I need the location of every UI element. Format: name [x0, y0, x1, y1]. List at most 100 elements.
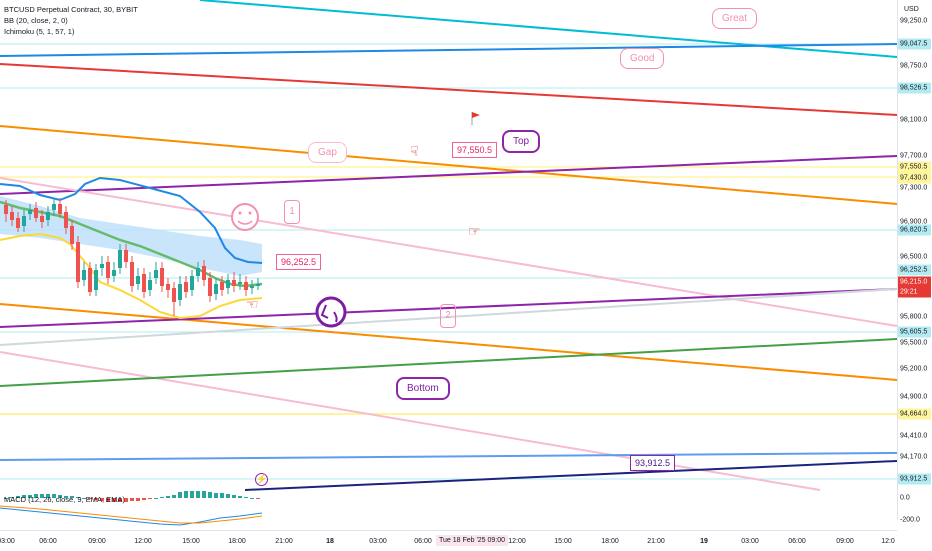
- candle-body: [88, 268, 92, 292]
- candle-body: [100, 264, 104, 268]
- price-axis-label: 0.0: [900, 494, 910, 502]
- annotation-gap[interactable]: Gap: [308, 142, 347, 163]
- flag-icon[interactable]: [471, 112, 480, 125]
- price-axis-label: 96,900.0: [900, 218, 928, 226]
- time-axis-label: 15:00: [554, 538, 572, 545]
- macd-bar: [250, 498, 254, 499]
- ichimoku-indicator-label[interactable]: Ichimoku (5, 1, 57, 1): [4, 27, 75, 36]
- annotation-great[interactable]: Great: [712, 8, 758, 29]
- pointing-hand-left-icon[interactable]: ☜: [246, 296, 259, 312]
- trendline-blue: [0, 43, 898, 57]
- candle-body: [238, 282, 242, 284]
- macd-bar: [244, 497, 248, 498]
- macd-histogram: [4, 491, 260, 502]
- candle-body: [82, 270, 86, 280]
- candle-body: [70, 226, 74, 244]
- candle-body: [196, 268, 200, 276]
- macd-bar: [58, 495, 62, 498]
- price-level-tag: 97,550.5: [898, 161, 931, 173]
- candle-body: [166, 284, 170, 290]
- smiley-icon[interactable]: [231, 203, 259, 231]
- annotation-top[interactable]: Top: [502, 130, 541, 153]
- candle-body: [4, 205, 8, 214]
- candle-body: [214, 284, 218, 294]
- macd-bar: [178, 492, 182, 498]
- price-callout-96252[interactable]: 96,252.5: [276, 254, 322, 270]
- trendline-pink-upper: [0, 177, 898, 327]
- annotation-bottom[interactable]: Bottom: [396, 377, 450, 400]
- candle-body: [202, 266, 206, 280]
- trendline-red: [0, 63, 898, 116]
- candle-body: [190, 276, 194, 290]
- macd-bar: [196, 491, 200, 498]
- price-axis-label: 98,100.0: [900, 116, 928, 124]
- candlestick-series[interactable]: [4, 198, 260, 316]
- candle-body: [244, 282, 248, 290]
- time-axis-label: 18: [326, 538, 334, 545]
- price-axis-label: -200.0: [900, 516, 920, 524]
- macd-bar: [160, 497, 164, 498]
- macd-bar: [214, 493, 218, 498]
- time-axis-label: 06:00: [414, 538, 432, 545]
- price-axis-label: 94,900.0: [900, 393, 928, 401]
- macd-bar: [118, 498, 122, 502]
- time-axis-label: 21:00: [647, 538, 665, 545]
- price-callout-93912[interactable]: 93,912.5: [630, 455, 676, 471]
- candle-body: [172, 288, 176, 302]
- bb-indicator-label[interactable]: BB (20, close, 2, 0): [4, 16, 68, 25]
- macd-bar: [124, 498, 128, 502]
- macd-bar: [202, 491, 206, 498]
- macd-bar: [88, 498, 92, 499]
- trend-lines[interactable]: [0, 0, 898, 491]
- macd-bar: [154, 498, 158, 499]
- price-level-tag: 96,820.5: [898, 224, 931, 236]
- candle-body: [226, 280, 230, 288]
- time-axis-label: 21:00: [275, 538, 293, 545]
- candle-body: [46, 212, 50, 220]
- price-level-tag: 29:21: [898, 286, 931, 298]
- price-axis-label: 94,170.0: [900, 453, 928, 461]
- macd-bar: [16, 496, 20, 498]
- macd-indicator-label[interactable]: MACD (12, 26, close, 9, EMA, EMA): [4, 495, 125, 504]
- symbol-title[interactable]: BTCUSD Perpetual Contract, 30, BYBIT: [4, 5, 138, 14]
- candle-body: [58, 204, 62, 214]
- time-axis-label: 12:00: [134, 538, 152, 545]
- time-axis-label: 06:00: [788, 538, 806, 545]
- price-callout-97550[interactable]: 97,550.5: [452, 142, 498, 158]
- candle-body: [10, 212, 14, 220]
- currency-label: USD: [904, 6, 919, 13]
- horizontal-levels: [0, 43, 897, 480]
- chart-legend: BTCUSD Perpetual Contract, 30, BYBIT BB …: [4, 4, 138, 37]
- macd-bar: [106, 498, 110, 502]
- candle-body: [220, 282, 224, 290]
- macd-bar: [130, 498, 134, 501]
- trendline-blue-lower: [0, 452, 898, 461]
- trendline-orange-lower: [0, 303, 898, 381]
- time-axis[interactable]: 03:00 06:00 09:00 12:00 15:00 18:00 21:00 18 03:…: [0, 530, 897, 551]
- macd-bar: [4, 498, 8, 499]
- macd-bar: [82, 498, 86, 499]
- time-axis-label: 03:00: [0, 538, 15, 545]
- macd-bar: [226, 494, 230, 498]
- confused-face-icon[interactable]: [315, 296, 347, 328]
- price-level-tag: 93,912.5: [898, 473, 931, 485]
- macd-line: [0, 507, 263, 526]
- price-axis[interactable]: USD 99,250.0 98,750.0 98,100.0 97,700.0 97,3…: [897, 0, 932, 524]
- macd-bar: [136, 498, 140, 501]
- annotation-good[interactable]: Good: [620, 48, 665, 69]
- pointing-hand-right-icon[interactable]: ☞: [468, 223, 481, 239]
- annotation-box-2[interactable]: 2: [440, 304, 456, 328]
- time-axis-label: 18:00: [601, 538, 619, 545]
- annotation-box-1[interactable]: 1: [284, 200, 300, 224]
- price-level-tag: 97,430.0: [898, 172, 931, 184]
- price-level-tag: 99,047.5: [898, 38, 931, 50]
- lightning-icon[interactable]: ⚡: [255, 473, 268, 486]
- time-axis-label: 12:0: [881, 538, 895, 545]
- price-axis-label: 97,300.0: [900, 184, 928, 192]
- pointing-hand-down-icon[interactable]: ☟: [410, 143, 419, 159]
- candle-body: [112, 270, 116, 276]
- candle-body: [106, 262, 110, 278]
- candle-body: [178, 284, 182, 300]
- bollinger-lower: [0, 232, 263, 320]
